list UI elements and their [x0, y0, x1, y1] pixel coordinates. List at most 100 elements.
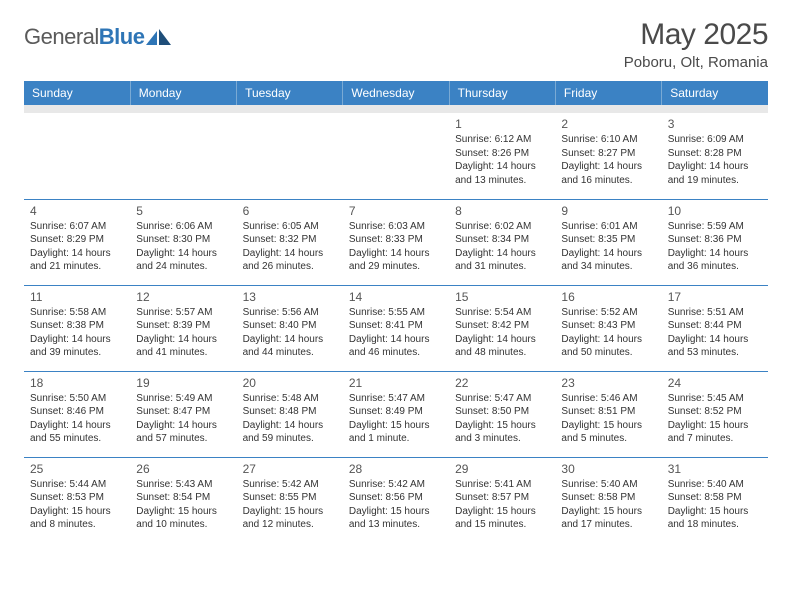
- calendar-cell: 6Sunrise: 6:05 AMSunset: 8:32 PMDaylight…: [237, 199, 343, 285]
- sunset-line: Sunset: 8:51 PM: [561, 405, 655, 419]
- daylight-line: Daylight: 14 hours and 24 minutes.: [136, 247, 230, 274]
- day-info: Sunrise: 5:43 AMSunset: 8:54 PMDaylight:…: [136, 478, 230, 532]
- calendar-table: Sunday Monday Tuesday Wednesday Thursday…: [24, 81, 768, 543]
- calendar-cell: 19 Sunrise: 5:49 AMSunset: 8:47 PMDayligh…: [130, 371, 236, 457]
- col-saturday: Saturday: [662, 81, 768, 105]
- daylight-line: Daylight: 14 hours and 21 minutes.: [30, 247, 124, 274]
- day-number: 16: [561, 290, 655, 304]
- day-info: Sunrise: 5:56 AMSunset: 8:40 PMDaylight:…: [243, 306, 337, 360]
- day-number: 19: [136, 376, 230, 390]
- calendar-cell: 26 Sunrise: 5:43 AMSunset: 8:54 PMDayligh…: [130, 457, 236, 543]
- sunrise-line: Sunrise: 6:07 AM: [30, 220, 124, 234]
- sunrise-line: Sunrise: 5:46 AM: [561, 392, 655, 406]
- sunrise-line: Sunrise: 5:50 AM: [30, 392, 124, 406]
- sunrise-line: Sunrise: 5:47 AM: [349, 392, 443, 406]
- day-info: Sunrise: 6:06 AMSunset: 8:30 PMDaylight:…: [136, 220, 230, 274]
- sunset-line: Sunset: 8:39 PM: [136, 319, 230, 333]
- sunrise-line: Sunrise: 5:59 AM: [668, 220, 762, 234]
- sunrise-line: Sunrise: 6:05 AM: [243, 220, 337, 234]
- day-info: Sunrise: 5:42 AMSunset: 8:56 PMDaylight:…: [349, 478, 443, 532]
- calendar-cell: 1Sunrise: 6:12 AMSunset: 8:26 PMDaylight…: [449, 113, 555, 199]
- sunrise-line: Sunrise: 5:58 AM: [30, 306, 124, 320]
- calendar-cell: 8Sunrise: 6:02 AMSunset: 8:34 PMDaylight…: [449, 199, 555, 285]
- daylight-line: Daylight: 15 hours and 15 minutes.: [455, 505, 549, 532]
- calendar-cell: 31Sunrise: 5:40 AMSunset: 8:58 PMDayligh…: [662, 457, 768, 543]
- sunrise-line: Sunrise: 5:47 AM: [455, 392, 549, 406]
- sunrise-line: Sunrise: 5:51 AM: [668, 306, 762, 320]
- sunrise-line: Sunrise: 5:49 AM: [136, 392, 230, 406]
- day-info: Sunrise: 5:44 AMSunset: 8:53 PMDaylight:…: [30, 478, 124, 532]
- day-number: 27: [243, 462, 337, 476]
- calendar-cell: 7Sunrise: 6:03 AMSunset: 8:33 PMDaylight…: [343, 199, 449, 285]
- logo-word-a: General: [24, 24, 99, 49]
- day-number: 2: [561, 117, 655, 131]
- day-number: 25: [30, 462, 124, 476]
- sunset-line: Sunset: 8:49 PM: [349, 405, 443, 419]
- day-number: 22: [455, 376, 549, 390]
- day-number: 21: [349, 376, 443, 390]
- logo-word-b: Blue: [99, 24, 145, 49]
- sunrise-line: Sunrise: 6:10 AM: [561, 133, 655, 147]
- day-number: 23: [561, 376, 655, 390]
- daylight-line: Daylight: 14 hours and 41 minutes.: [136, 333, 230, 360]
- sunrise-line: Sunrise: 5:41 AM: [455, 478, 549, 492]
- day-number: 6: [243, 204, 337, 218]
- col-friday: Friday: [555, 81, 661, 105]
- calendar-cell: 4Sunrise: 6:07 AMSunset: 8:29 PMDaylight…: [24, 199, 130, 285]
- daylight-line: Daylight: 15 hours and 12 minutes.: [243, 505, 337, 532]
- day-number: 26: [136, 462, 230, 476]
- calendar-cell: 28 Sunrise: 5:42 AMSunset: 8:56 PMDayligh…: [343, 457, 449, 543]
- day-number: 9: [561, 204, 655, 218]
- day-number: 14: [349, 290, 443, 304]
- sunset-line: Sunset: 8:29 PM: [30, 233, 124, 247]
- daylight-line: Daylight: 14 hours and 29 minutes.: [349, 247, 443, 274]
- daylight-line: Daylight: 14 hours and 48 minutes.: [455, 333, 549, 360]
- day-number: 5: [136, 204, 230, 218]
- sunset-line: Sunset: 8:50 PM: [455, 405, 549, 419]
- sunset-line: Sunset: 8:58 PM: [561, 491, 655, 505]
- day-number: 20: [243, 376, 337, 390]
- day-info: Sunrise: 5:50 AMSunset: 8:46 PMDaylight:…: [30, 392, 124, 446]
- calendar-cell: [237, 113, 343, 199]
- day-info: Sunrise: 6:10 AMSunset: 8:27 PMDaylight:…: [561, 133, 655, 187]
- day-info: Sunrise: 5:57 AMSunset: 8:39 PMDaylight:…: [136, 306, 230, 360]
- day-number: 28: [349, 462, 443, 476]
- sunset-line: Sunset: 8:30 PM: [136, 233, 230, 247]
- daylight-line: Daylight: 14 hours and 46 minutes.: [349, 333, 443, 360]
- sunset-line: Sunset: 8:48 PM: [243, 405, 337, 419]
- daylight-line: Daylight: 14 hours and 59 minutes.: [243, 419, 337, 446]
- calendar-cell: 17Sunrise: 5:51 AMSunset: 8:44 PMDayligh…: [662, 285, 768, 371]
- sunset-line: Sunset: 8:36 PM: [668, 233, 762, 247]
- col-sunday: Sunday: [24, 81, 130, 105]
- day-info: Sunrise: 5:55 AMSunset: 8:41 PMDaylight:…: [349, 306, 443, 360]
- day-info: Sunrise: 5:41 AMSunset: 8:57 PMDaylight:…: [455, 478, 549, 532]
- calendar-cell: 2 Sunrise: 6:10 AMSunset: 8:27 PMDaylight…: [555, 113, 661, 199]
- sunrise-line: Sunrise: 5:55 AM: [349, 306, 443, 320]
- title-block: May 2025 Poboru, Olt, Romania: [624, 18, 768, 71]
- sunset-line: Sunset: 8:52 PM: [668, 405, 762, 419]
- day-info: Sunrise: 5:48 AMSunset: 8:48 PMDaylight:…: [243, 392, 337, 446]
- daylight-line: Daylight: 15 hours and 1 minute.: [349, 419, 443, 446]
- calendar-cell: 27Sunrise: 5:42 AMSunset: 8:55 PMDayligh…: [237, 457, 343, 543]
- sunrise-line: Sunrise: 5:43 AM: [136, 478, 230, 492]
- calendar-cell: 11Sunrise: 5:58 AMSunset: 8:38 PMDayligh…: [24, 285, 130, 371]
- location-label: Poboru, Olt, Romania: [624, 54, 768, 71]
- sunset-line: Sunset: 8:33 PM: [349, 233, 443, 247]
- sunset-line: Sunset: 8:53 PM: [30, 491, 124, 505]
- day-info: Sunrise: 5:54 AMSunset: 8:42 PMDaylight:…: [455, 306, 549, 360]
- sunset-line: Sunset: 8:55 PM: [243, 491, 337, 505]
- daylight-line: Daylight: 14 hours and 19 minutes.: [668, 160, 762, 187]
- sunrise-line: Sunrise: 5:44 AM: [30, 478, 124, 492]
- calendar-cell: 16 Sunrise: 5:52 AMSunset: 8:43 PMDayligh…: [555, 285, 661, 371]
- day-info: Sunrise: 5:49 AMSunset: 8:47 PMDaylight:…: [136, 392, 230, 446]
- day-info: Sunrise: 5:52 AMSunset: 8:43 PMDaylight:…: [561, 306, 655, 360]
- calendar-cell: [130, 113, 236, 199]
- header: GeneralBlue May 2025 Poboru, Olt, Romani…: [24, 18, 768, 71]
- day-number: 11: [30, 290, 124, 304]
- sunset-line: Sunset: 8:54 PM: [136, 491, 230, 505]
- calendar-cell: [343, 113, 449, 199]
- day-number: 15: [455, 290, 549, 304]
- calendar-cell: 10Sunrise: 5:59 AMSunset: 8:36 PMDayligh…: [662, 199, 768, 285]
- sunset-line: Sunset: 8:38 PM: [30, 319, 124, 333]
- sunrise-line: Sunrise: 5:54 AM: [455, 306, 549, 320]
